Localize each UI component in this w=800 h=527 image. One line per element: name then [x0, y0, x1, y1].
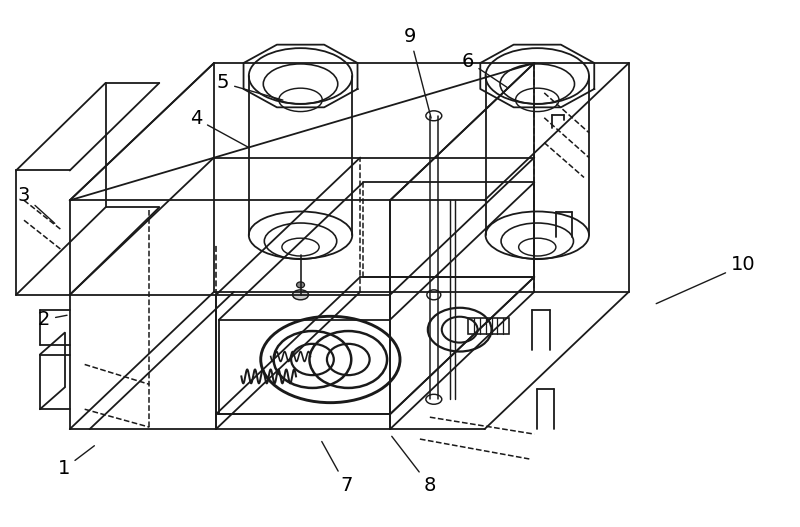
Text: 9: 9: [404, 27, 431, 118]
Text: 4: 4: [190, 109, 248, 147]
Ellipse shape: [297, 282, 305, 288]
Text: 5: 5: [217, 73, 283, 100]
Ellipse shape: [293, 290, 309, 300]
Text: 3: 3: [18, 186, 54, 223]
Text: 7: 7: [322, 442, 353, 495]
Bar: [468, 318, 510, 334]
Text: 6: 6: [462, 52, 507, 87]
Text: 2: 2: [38, 310, 67, 329]
Text: 8: 8: [392, 436, 436, 495]
Text: 1: 1: [58, 446, 94, 479]
Text: 10: 10: [656, 256, 755, 304]
